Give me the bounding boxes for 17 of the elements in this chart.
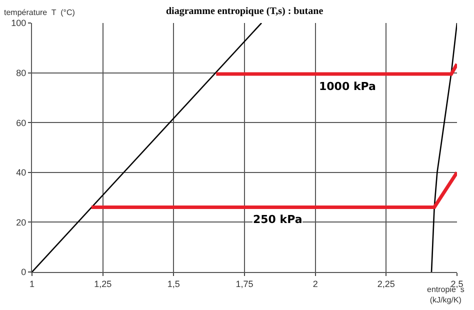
x-tick-label: 1,25 xyxy=(94,278,112,289)
y-tick-label: 20 xyxy=(16,217,26,228)
y-tick-label: 40 xyxy=(16,168,26,178)
y-tick-label: 100 xyxy=(11,18,26,28)
series-label: 250 kPa xyxy=(253,213,302,226)
series-label: 1000 kPa xyxy=(319,80,376,93)
chart-title: diagramme entropique (T,s) : butane xyxy=(166,6,324,17)
x-tick-label: 2,25 xyxy=(377,278,395,289)
y-axis-title: température T (°C) xyxy=(4,8,76,17)
line-series xyxy=(430,23,457,272)
y-tick-label: 0 xyxy=(21,267,26,278)
x-tick-label: 1,5 xyxy=(167,278,180,289)
y-tick-label: 60 xyxy=(16,118,26,128)
x-tick-label: 1 xyxy=(29,278,35,289)
x-tick-label: 2 xyxy=(312,278,318,289)
x-tick-label: 1,75 xyxy=(236,278,254,289)
y-tick-label: 80 xyxy=(16,68,26,78)
